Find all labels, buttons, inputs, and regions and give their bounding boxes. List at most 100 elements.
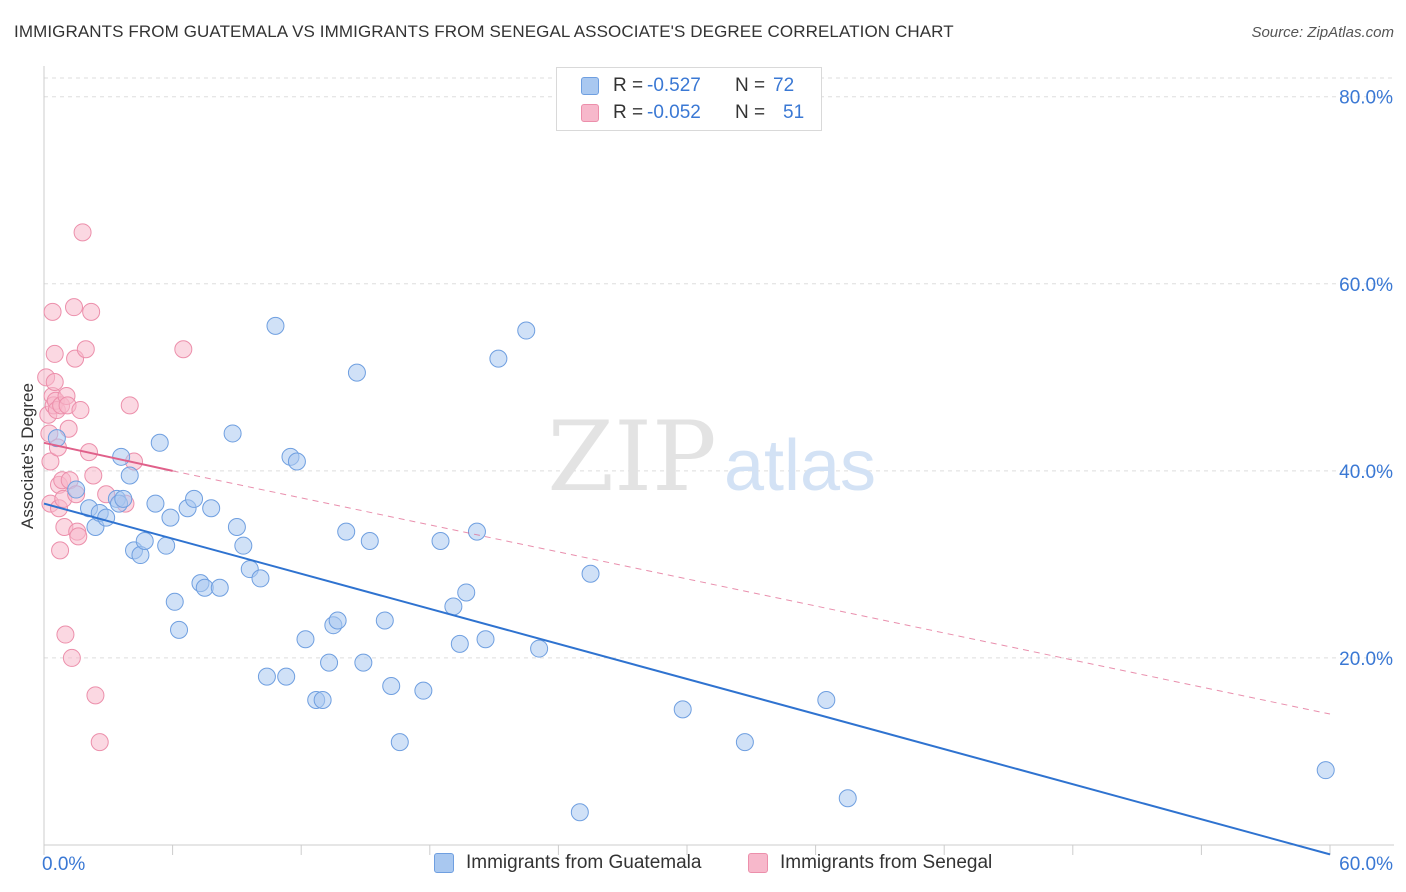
data-point-senegal [69, 527, 88, 546]
data-point-guatemala [223, 424, 242, 443]
data-point-guatemala [360, 532, 379, 551]
data-point-guatemala [161, 508, 180, 527]
legend-n-value: 72 [773, 75, 795, 96]
data-point-guatemala [382, 676, 401, 695]
data-point-senegal [73, 223, 92, 242]
data-point-guatemala [227, 517, 246, 536]
data-point-senegal [45, 344, 64, 363]
data-point-guatemala [195, 578, 214, 597]
y-tick-label: 60.0% [1339, 275, 1393, 296]
data-point-guatemala [67, 480, 86, 499]
data-point-senegal [59, 419, 78, 438]
data-point-guatemala [170, 620, 189, 639]
data-point-guatemala [251, 569, 270, 588]
data-point-guatemala [234, 536, 253, 555]
data-point-guatemala [266, 316, 285, 335]
legend-swatch-senegal [581, 104, 599, 122]
data-point-guatemala [431, 532, 450, 551]
data-point-guatemala [135, 532, 154, 551]
data-point-senegal [56, 625, 75, 644]
data-point-guatemala [202, 499, 221, 518]
data-point-guatemala [150, 433, 169, 452]
data-point-senegal [41, 452, 60, 471]
data-point-guatemala [570, 803, 589, 822]
data-point-guatemala [489, 349, 508, 368]
bottom-legend-swatch-senegal [748, 853, 768, 873]
data-point-guatemala [277, 667, 296, 686]
data-point-guatemala [320, 653, 339, 672]
trend-line-guatemala [43, 502, 1331, 856]
legend-r-label: R = [613, 102, 644, 123]
data-point-guatemala [817, 691, 836, 710]
bottom-legend: Immigrants from Guatemala Immigrants fro… [0, 852, 1406, 878]
legend-n-label: N = [735, 75, 766, 96]
source-label: Source: ZipAtlas.com [1251, 24, 1394, 41]
data-point-guatemala [390, 733, 409, 752]
senegal-points [37, 223, 193, 752]
data-point-guatemala [838, 789, 857, 808]
y-tick-label: 20.0% [1339, 649, 1393, 670]
data-point-guatemala [146, 494, 165, 513]
data-point-guatemala [165, 592, 184, 611]
data-point-senegal [120, 396, 139, 415]
watermark-atlas: atlas [724, 426, 876, 506]
data-point-guatemala [375, 611, 394, 630]
legend-n-label: N = [735, 102, 766, 123]
watermark: ZIP atlas [547, 401, 876, 513]
chart-title: IMMIGRANTS FROM GUATEMALA VS IMMIGRANTS … [14, 22, 954, 41]
data-point-guatemala [467, 522, 486, 541]
data-point-guatemala [296, 630, 315, 649]
data-point-guatemala [287, 452, 306, 471]
x-tick-label: 0.0% [42, 854, 85, 875]
data-point-senegal [65, 298, 84, 317]
x-tick-label: 60.0% [1339, 854, 1393, 875]
data-point-guatemala [354, 653, 373, 672]
legend-n-value: 51 [783, 102, 805, 123]
watermark-zip: ZIP [547, 401, 716, 513]
data-point-guatemala [673, 700, 692, 719]
legend-swatch-guatemala [581, 77, 599, 95]
data-point-guatemala [530, 639, 549, 658]
legend-r-label: R = [613, 75, 644, 96]
data-point-guatemala [1316, 761, 1335, 780]
data-point-guatemala [517, 321, 536, 340]
trend-lines [43, 441, 1331, 856]
data-point-guatemala [450, 634, 469, 653]
trend-line-senegal [172, 470, 1331, 715]
tick-labels: 20.0% 40.0% 60.0% 80.0% 0.0% 60.0% [42, 88, 1393, 875]
data-point-senegal [90, 733, 109, 752]
legend-r-value: -0.052 [647, 102, 701, 123]
data-point-guatemala [581, 564, 600, 583]
data-point-senegal [84, 466, 103, 485]
bottom-legend-guatemala: Immigrants from Guatemala [434, 852, 701, 874]
legend-row-guatemala: R = -0.527 N = 72 [581, 74, 794, 98]
data-point-senegal [82, 302, 101, 321]
data-point-guatemala [735, 733, 754, 752]
data-point-guatemala [414, 681, 433, 700]
data-point-senegal [51, 541, 70, 560]
legend: R = -0.527 N = 72 R = -0.052 N = 51 [556, 67, 822, 131]
data-point-guatemala [97, 508, 116, 527]
axes [43, 66, 1394, 855]
data-point-senegal [76, 340, 95, 359]
y-tick-label: 80.0% [1339, 88, 1393, 109]
data-point-guatemala [114, 489, 133, 508]
trend-line-senegal [43, 441, 173, 472]
bottom-legend-senegal: Immigrants from Senegal [748, 852, 992, 874]
bottom-legend-swatch-guatemala [434, 853, 454, 873]
y-tick-label: 40.0% [1339, 462, 1393, 483]
data-point-guatemala [210, 578, 229, 597]
data-point-guatemala [112, 447, 131, 466]
guatemala-points [47, 316, 1335, 822]
data-point-guatemala [157, 536, 176, 555]
data-point-senegal [86, 686, 105, 705]
data-point-guatemala [457, 583, 476, 602]
y-axis-label: Associate's Degree [18, 383, 37, 529]
bottom-legend-label-guatemala: Immigrants from Guatemala [466, 852, 702, 873]
data-point-guatemala [120, 466, 139, 485]
data-point-guatemala [476, 630, 495, 649]
data-point-guatemala [444, 597, 463, 616]
data-point-guatemala [337, 522, 356, 541]
data-point-senegal [71, 401, 90, 420]
